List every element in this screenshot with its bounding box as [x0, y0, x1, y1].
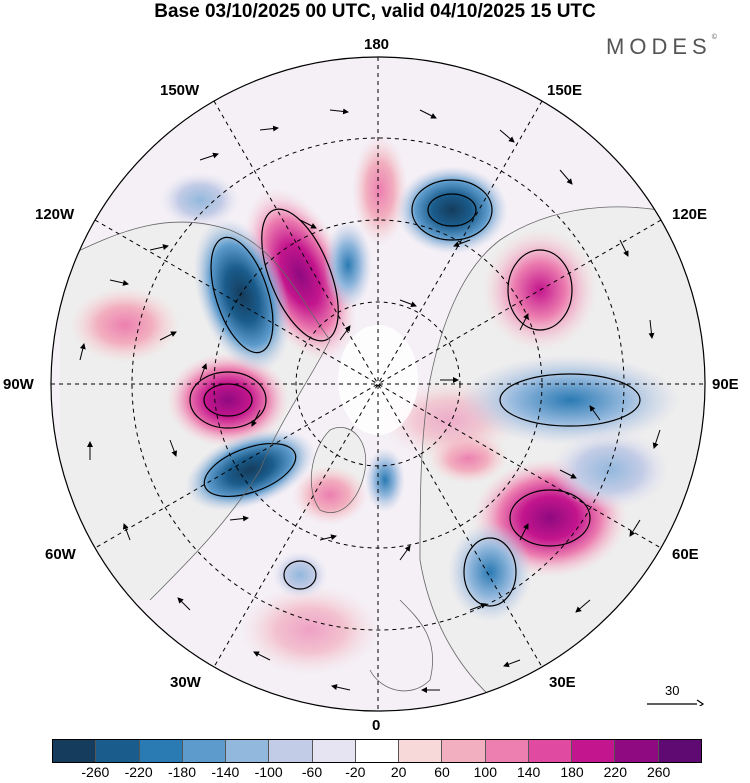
lon-label-90w: 90W — [3, 376, 34, 393]
colorbar-segment — [312, 740, 356, 762]
anomaly-negative-3 — [184, 428, 316, 512]
colorbar-tick-label: -260 — [81, 764, 110, 780]
lon-label-150w: 150W — [160, 82, 200, 99]
anomaly-negative-8 — [160, 172, 240, 228]
colorbar-segment — [96, 740, 140, 762]
colorbar-segment — [355, 740, 400, 762]
lon-label-90e: 90E — [712, 376, 739, 393]
colorbar-segment — [139, 740, 183, 762]
lon-label-60e: 60E — [672, 546, 699, 563]
colorbar-segment — [572, 740, 616, 762]
anomaly-negative-9 — [550, 430, 670, 510]
colorbar-tick-label: -100 — [254, 764, 283, 780]
lon-label-120e: 120E — [672, 206, 708, 223]
graticule — [51, 57, 705, 711]
colorbar-tick-label: 180 — [560, 764, 584, 780]
anomaly-negative-2 — [396, 166, 508, 254]
colorbar-segment — [182, 740, 227, 762]
colorbar-tick-label: 260 — [646, 764, 671, 780]
coastlines — [59, 206, 701, 711]
colorbar-tick-label: -140 — [211, 764, 240, 780]
anomaly-negative-1 — [193, 217, 291, 373]
lon-label-150e: 150E — [547, 82, 583, 99]
brand-text: MODES — [606, 34, 712, 59]
lon-label-60w: 60W — [45, 546, 76, 563]
colorbar-tick-label: 220 — [603, 764, 628, 780]
colorbar — [52, 739, 702, 763]
colorbar-tick-label: -180 — [167, 764, 197, 780]
anomaly-positive-9 — [240, 585, 380, 675]
anomaly-negative-6 — [448, 522, 532, 622]
reference-vector-value: 30 — [665, 683, 680, 698]
colorbar-tick-label: -60 — [301, 764, 323, 780]
colorbar-segment — [53, 740, 97, 762]
colorbar-tick-label: 140 — [516, 764, 541, 780]
colorbar-segment — [226, 740, 270, 762]
colorbar-segment — [485, 740, 529, 762]
lon-label-30w: 30W — [170, 674, 201, 691]
colorbar-segment — [442, 740, 486, 762]
anomaly-negative-10 — [272, 551, 328, 599]
colorbar-tick-label: 100 — [473, 764, 498, 780]
lon-label-180: 180 — [364, 36, 390, 53]
colorbar-tick-label: 20 — [390, 764, 407, 780]
anomaly-positive-7 — [70, 287, 180, 363]
contour-lines — [189, 179, 641, 607]
colorbar-segment — [528, 740, 573, 762]
colorbar-segment — [658, 740, 701, 762]
reference-vector-arrow — [647, 699, 705, 706]
anomaly-negative-7 — [365, 448, 405, 512]
lon-label-30e: 30E — [549, 674, 576, 691]
lon-label-120w: 120W — [35, 206, 75, 223]
anomaly-negative-4 — [324, 221, 372, 309]
colorbar-segment — [615, 740, 659, 762]
wind-vectors — [79, 108, 661, 693]
colorbar-tick-label: 60 — [434, 764, 450, 780]
anomaly-positive-5 — [352, 134, 408, 246]
copyright-mark: © — [711, 34, 717, 41]
colorbar-segment — [269, 740, 313, 762]
colorbar-tick-label: -220 — [124, 764, 153, 780]
colorbar-tick-label: -20 — [345, 764, 366, 780]
anomaly-positive-1 — [166, 352, 290, 448]
modes-logo: MODES© — [606, 34, 717, 60]
map-title: Base 03/10/2025 00 UTC, valid 04/10/2025… — [154, 1, 596, 22]
anomaly-negative-5 — [460, 355, 680, 445]
lon-label-0: 0 — [372, 717, 381, 734]
colorbar-segment — [399, 740, 443, 762]
map-boundary — [50, 56, 706, 712]
